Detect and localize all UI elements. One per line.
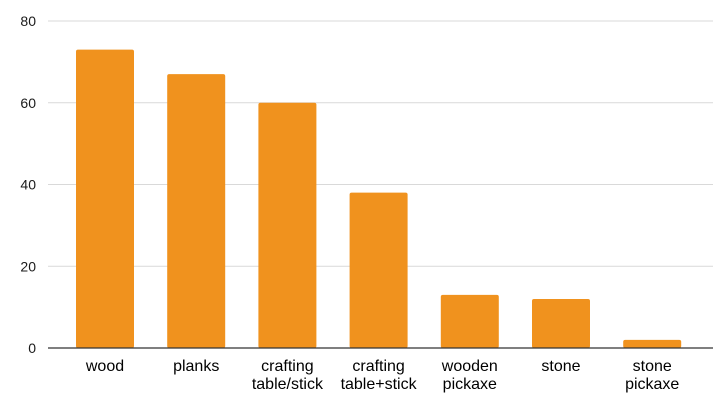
x-tick-label: stone — [541, 358, 580, 375]
x-tick-label: crafting table+stick — [341, 358, 418, 393]
x-tick-label-line: table+stick — [341, 376, 418, 393]
y-tick-label: 60 — [20, 95, 36, 111]
x-tick-label-line: crafting — [261, 358, 313, 375]
bar — [349, 192, 408, 348]
y-tick-label: 80 — [20, 13, 36, 29]
x-tick-label-line: table/stick — [252, 376, 324, 393]
bar — [532, 298, 590, 348]
bars — [76, 49, 682, 349]
bar — [76, 49, 134, 349]
x-tick-label: wooden pickaxe — [441, 358, 498, 393]
x-tick-label-line: wooden — [441, 358, 498, 375]
y-tick-label: 40 — [20, 177, 36, 193]
x-tick-label: wood — [85, 358, 124, 375]
y-tick-label: 0 — [28, 340, 36, 356]
y-tick-label: 20 — [20, 258, 36, 274]
x-tick-label-line: crafting — [352, 358, 404, 375]
x-tick-label-line: planks — [173, 358, 219, 375]
bar — [440, 294, 499, 348]
x-tick-label: planks — [173, 358, 219, 375]
bar — [258, 102, 317, 348]
x-tick-label-line: stone — [541, 358, 580, 375]
x-tick-label-line: wood — [85, 358, 124, 375]
x-tick-label: stone pickaxe — [625, 358, 679, 393]
bar — [623, 339, 682, 348]
bar — [167, 74, 226, 348]
y-axis-ticks: 0 20 40 60 80 — [20, 13, 36, 356]
x-tick-label-line: stone — [633, 358, 672, 375]
x-tick-label-line: pickaxe — [625, 376, 679, 393]
x-tick-label-line: pickaxe — [443, 376, 497, 393]
x-tick-label: crafting table/stick — [252, 358, 324, 393]
